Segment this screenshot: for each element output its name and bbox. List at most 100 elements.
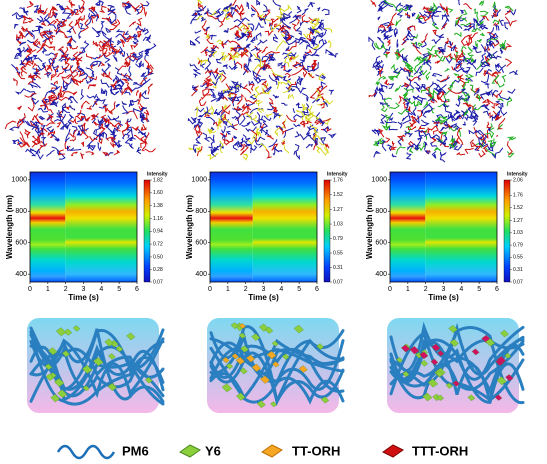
polymer-chain	[328, 89, 334, 95]
polymer-chain	[485, 147, 496, 157]
molecule	[126, 332, 136, 341]
polymer-chain	[122, 105, 130, 114]
polymer-chain	[127, 2, 133, 7]
polymer-chain	[435, 116, 444, 122]
polymer-chain	[31, 96, 40, 105]
polymer-chain	[427, 97, 435, 102]
polymer-chain	[257, 131, 262, 137]
polymer-chain	[508, 69, 519, 75]
polymer-chain	[431, 1, 438, 13]
polymer-chain	[121, 101, 127, 106]
polymer-chain	[303, 65, 312, 71]
polymer-chain	[232, 60, 237, 69]
polymer-chain	[461, 91, 471, 98]
polymer-chain	[115, 103, 120, 108]
polymer-chain	[207, 78, 211, 84]
polymer-chain	[36, 16, 50, 22]
polymer-chain	[132, 82, 139, 85]
polymer-chain	[85, 77, 95, 85]
polymer-chain	[50, 133, 59, 141]
polymer-chain	[67, 57, 76, 61]
polymer-chain	[100, 87, 106, 94]
polymer-chain	[56, 121, 62, 128]
polymer-chain	[262, 82, 269, 89]
polymer-chain	[478, 23, 486, 29]
polymer-chain	[368, 36, 376, 51]
polymer-chain	[196, 15, 205, 20]
colorbar-tick-label: 0.07	[153, 279, 163, 285]
molecule	[500, 329, 509, 338]
polymer-chain	[247, 32, 251, 39]
polymer-chain	[260, 65, 266, 71]
polymer-chain	[250, 35, 256, 44]
polymer-chain	[140, 131, 147, 136]
polymer-chain	[206, 11, 219, 20]
polymer-chain	[138, 92, 143, 99]
polymer-chain	[426, 45, 436, 52]
polymer-chain	[219, 140, 224, 154]
x-tick-label: 4	[99, 286, 103, 293]
polymer-chain	[25, 148, 37, 157]
polymer-chain	[215, 14, 221, 23]
polymer-chain	[402, 60, 411, 68]
polymer-chain	[492, 19, 500, 25]
polymer-chain	[104, 123, 110, 128]
polymer-chain	[392, 68, 404, 74]
polymer-chain	[246, 1, 250, 10]
polymer-chain	[322, 126, 330, 133]
polymer-chain	[417, 17, 427, 25]
polymer-chain	[122, 31, 135, 41]
polymer-chain	[409, 147, 414, 154]
polymer-chain	[196, 146, 202, 154]
polymer-chain	[299, 56, 307, 62]
polymer-chain	[89, 60, 102, 67]
polymer-chain	[66, 42, 73, 47]
polymer-chain	[230, 46, 242, 52]
polymer-chain	[194, 36, 201, 45]
polymer-chain	[317, 21, 324, 28]
polymer-chain	[306, 112, 312, 121]
polymer-chain	[36, 44, 45, 54]
polymer-chain	[48, 34, 56, 46]
molecule	[239, 323, 246, 329]
polymer-chain	[118, 46, 124, 55]
polymer-chain	[438, 119, 446, 125]
polymer-chain	[384, 79, 390, 86]
polymer-chain	[51, 61, 59, 69]
polymer-chain	[86, 105, 93, 110]
polymer-chain	[140, 72, 147, 77]
polymer-chain	[491, 70, 501, 77]
molecule	[467, 394, 476, 402]
polymer-chain	[87, 144, 91, 150]
polymer-chain	[74, 18, 83, 26]
polymer-chain	[111, 45, 121, 54]
polymer-chain	[115, 74, 124, 85]
polymer-chain	[463, 3, 472, 10]
polymer-chain	[141, 138, 147, 152]
polymer-chain	[64, 91, 78, 96]
polymer-chain	[456, 136, 464, 146]
polymer-chain	[439, 141, 450, 148]
polymer-chain	[57, 21, 66, 28]
molecule	[54, 378, 65, 387]
polymer-chain	[315, 89, 322, 99]
polymer-chain	[256, 127, 260, 133]
molecule	[437, 350, 445, 357]
polymer-chain	[209, 88, 215, 98]
polymer-chain	[268, 139, 278, 148]
polymer-chain	[485, 68, 492, 75]
polymer-chain	[236, 140, 245, 147]
polymer-chain	[240, 46, 248, 56]
molecule	[436, 394, 444, 401]
polymer-chain	[464, 97, 469, 102]
polymer-chain	[86, 53, 93, 60]
molecule	[485, 338, 496, 347]
polymer-chain	[444, 37, 449, 45]
x-tick-label: 6	[135, 286, 139, 293]
molecule	[82, 385, 90, 392]
polymer-chain	[302, 105, 313, 113]
polymer-chain	[135, 90, 139, 96]
y-tick-label: 800	[375, 208, 387, 215]
polymer-chain	[395, 49, 400, 58]
polymer-chain	[432, 21, 439, 30]
